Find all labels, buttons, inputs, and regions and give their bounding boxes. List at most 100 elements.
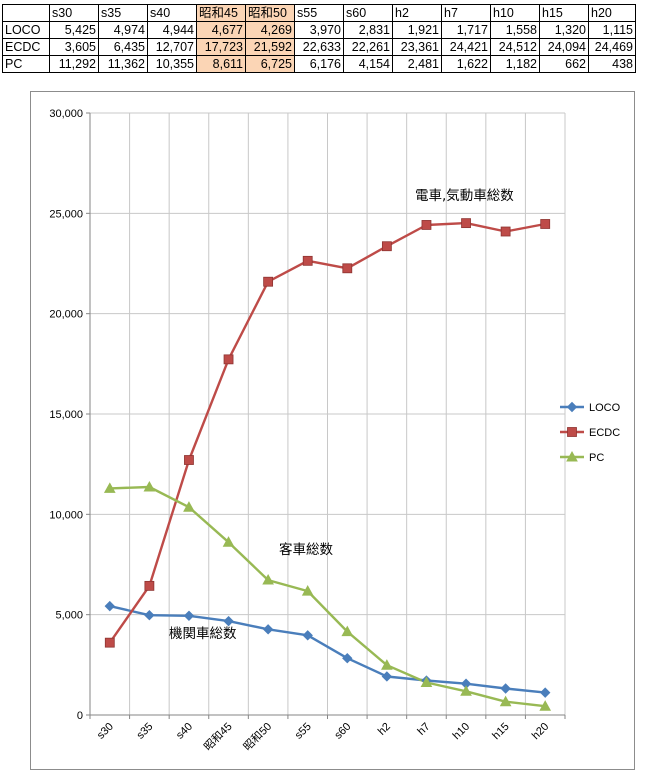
legend-label-pc: PC <box>589 452 604 464</box>
table-cell: 22,261 <box>343 38 393 56</box>
table-cell: 4,677 <box>196 21 246 39</box>
data-point-loco <box>262 624 274 635</box>
table-cell: 1,921 <box>392 21 442 39</box>
legend-marker-pc <box>566 450 578 462</box>
series-line-pc <box>109 485 546 708</box>
data-point-ecdc <box>540 219 551 229</box>
data-point-ecdc <box>500 226 511 237</box>
data-point-pc <box>183 501 195 512</box>
table-cell: 11,362 <box>98 55 148 73</box>
chart-frame <box>30 91 635 770</box>
annotation-label: 機関車総数 <box>169 626 237 642</box>
data-point-ecdc <box>342 263 353 274</box>
data-point-loco <box>540 687 551 698</box>
table-cell: 11,292 <box>49 55 99 73</box>
table-cell: 24,512 <box>490 38 540 56</box>
y-tick-label: 25,000 <box>49 208 83 220</box>
annotation-label: 電車,気動車総数 <box>415 188 514 204</box>
table-cell: 24,094 <box>539 38 589 56</box>
table-cell: 3,605 <box>49 38 99 56</box>
annotation-label: 客車総数 <box>279 541 333 558</box>
table-column-header: s40 <box>147 4 197 22</box>
table-cell: 17,723 <box>196 38 246 56</box>
y-tick-label: 10,000 <box>49 509 83 521</box>
data-point-ecdc <box>104 637 115 648</box>
table-cell: 6,725 <box>245 55 295 73</box>
table-column-header: s30 <box>49 4 99 22</box>
data-point-pc <box>539 700 552 711</box>
data-point-ecdc <box>184 455 194 465</box>
table-row: PC 11,292 11,362 10,355 8,611 6,725 6,176 4,154… <box>2 55 636 73</box>
data-point-pc <box>301 585 314 596</box>
data-point-loco <box>342 652 353 664</box>
table-row-label: PC <box>2 55 50 73</box>
table-cell: 438 <box>588 55 636 73</box>
legend-label-loco: LOCO <box>589 402 621 414</box>
data-point-ecdc <box>461 218 471 229</box>
data-point-loco <box>183 610 195 621</box>
table-column-header: 昭和45 <box>196 4 246 22</box>
table-cell: 10,355 <box>147 55 197 73</box>
data-point-pc <box>499 695 512 707</box>
data-point-pc <box>341 625 354 637</box>
table-cell: 4,154 <box>343 55 393 73</box>
data-point-loco <box>302 630 313 641</box>
table-cell: 2,831 <box>343 21 393 39</box>
data-point-pc <box>222 536 235 547</box>
series-line-loco <box>109 604 546 694</box>
table-column-header: s60 <box>343 4 393 22</box>
table-cell: 6,435 <box>98 38 148 56</box>
table-cell: 2,481 <box>392 55 442 73</box>
table-column-header: s55 <box>294 4 344 22</box>
data-point-loco <box>144 609 155 621</box>
table-row: LOCO 5,425 4,974 4,944 4,677 4,269 3,970 2,831 1… <box>2 21 636 39</box>
table-cell: 1,182 <box>490 55 540 73</box>
table-cell: 1,115 <box>588 21 636 39</box>
data-point-ecdc <box>144 580 155 591</box>
table-cell: 5,425 <box>49 21 99 39</box>
table-cell: 24,469 <box>588 38 636 56</box>
data-point-pc <box>103 482 116 493</box>
table-cell: 12,707 <box>147 38 197 56</box>
data-point-ecdc <box>421 220 432 230</box>
legend-marker-ecdc <box>567 427 577 437</box>
table-cell: 8,611 <box>196 55 246 73</box>
data-table: s30 s35 s40 昭和45 昭和50 s55 s60 h2 h7 h10 h15 h20 LOCO… <box>2 4 636 73</box>
table-cell: 1,320 <box>539 21 589 39</box>
table-column-header: h10 <box>490 4 540 22</box>
table-cell: 4,944 <box>147 21 197 39</box>
data-point-ecdc <box>302 255 313 266</box>
legend-label-ecdc: ECDC <box>589 427 620 439</box>
data-point-pc <box>143 480 156 492</box>
table-cell: 1,622 <box>441 55 491 73</box>
table-header-row: s30 s35 s40 昭和45 昭和50 s55 s60 h2 h7 h10 h15 h20 <box>2 4 636 22</box>
table-row-label: LOCO <box>2 21 50 39</box>
series-line-ecdc <box>108 221 546 644</box>
table-row-label: ECDC <box>2 38 50 56</box>
table-column-header: h15 <box>539 4 589 22</box>
data-point-pc <box>262 574 274 585</box>
table-cell: 22,633 <box>294 38 344 56</box>
table-cell: 21,592 <box>245 38 295 56</box>
data-point-ecdc <box>381 241 392 252</box>
table-cell: 4,269 <box>245 21 295 39</box>
data-point-pc <box>420 676 433 687</box>
data-point-loco <box>381 671 393 682</box>
legend-marker-loco <box>566 401 578 413</box>
y-tick-label: 30,000 <box>49 108 83 120</box>
y-tick-label: 20,000 <box>49 309 83 321</box>
data-point-ecdc <box>263 276 274 287</box>
y-tick-label: 15,000 <box>49 409 83 421</box>
table-cell: 662 <box>539 55 589 73</box>
table-corner-cell <box>2 4 50 22</box>
table-cell: 23,361 <box>392 38 442 56</box>
table-cell: 1,717 <box>441 21 491 39</box>
y-tick-label: 0 <box>77 710 83 722</box>
data-point-loco <box>223 615 234 627</box>
table-row: ECDC 3,605 6,435 12,707 17,723 21,592 22,633 22… <box>2 38 636 56</box>
table-cell: 4,974 <box>98 21 148 39</box>
data-point-ecdc <box>223 354 234 365</box>
y-tick-label: 5,000 <box>55 610 83 622</box>
table-column-header: h7 <box>441 4 491 22</box>
